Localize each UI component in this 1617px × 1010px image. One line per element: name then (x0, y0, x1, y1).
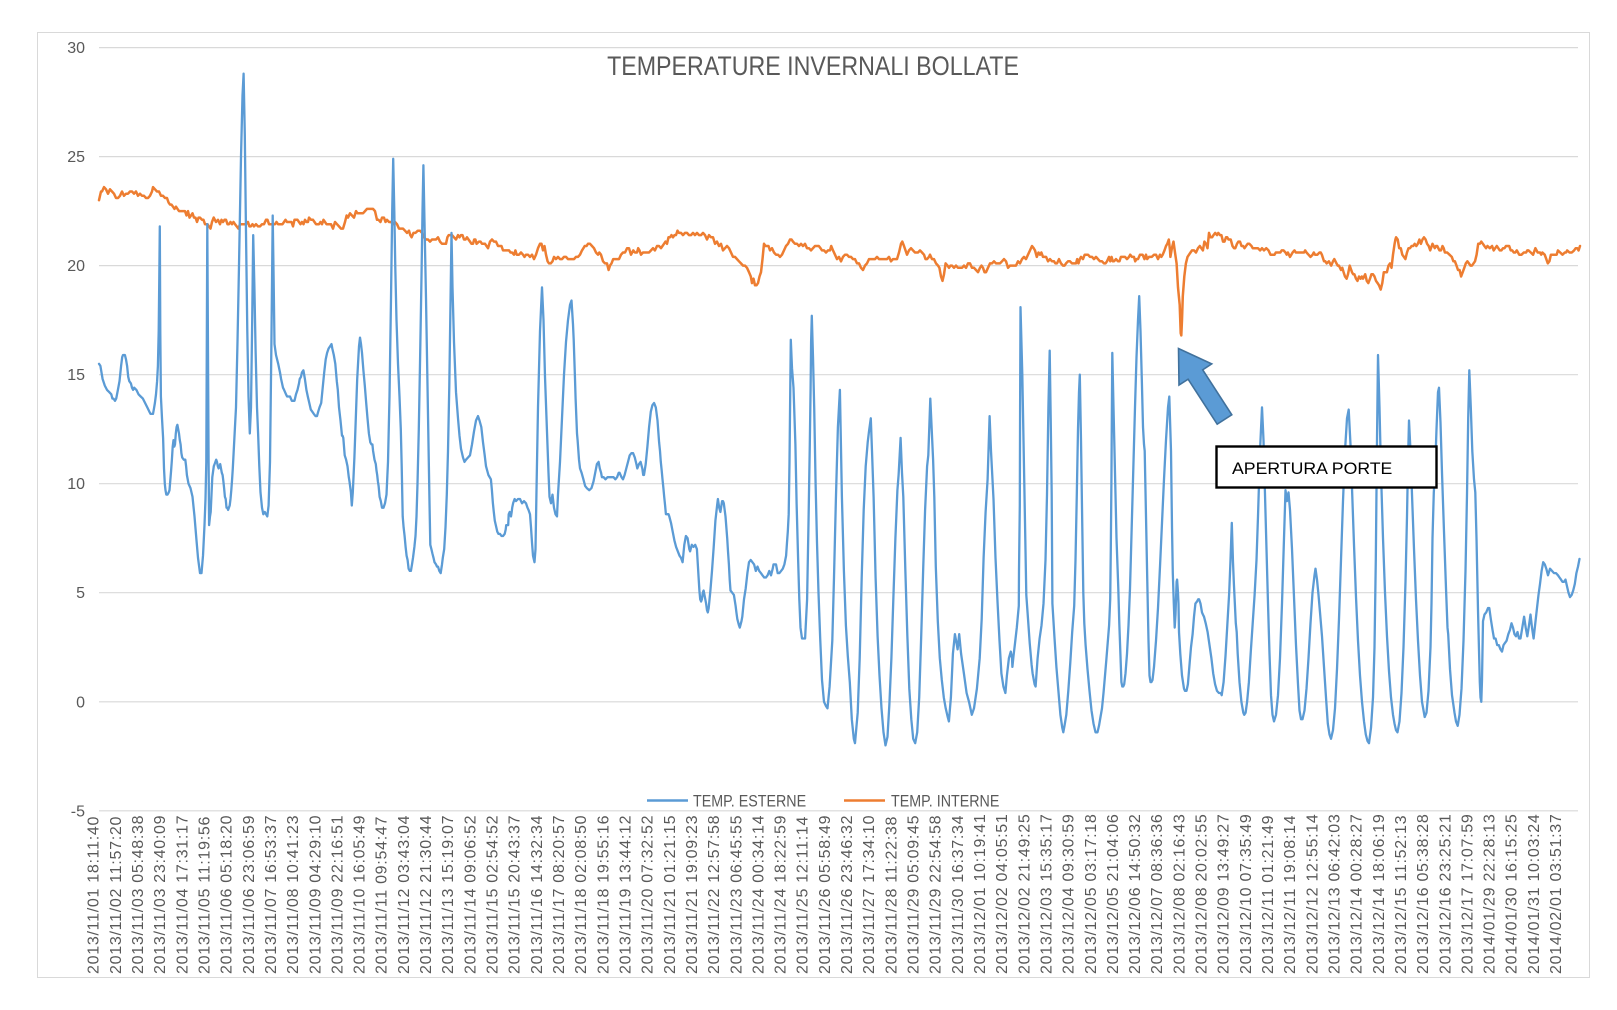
svg-text:25: 25 (67, 149, 85, 166)
svg-text:-5: -5 (71, 803, 85, 820)
svg-text:2013/12/05 03:17:18: 2013/12/05 03:17:18 (1083, 814, 1100, 975)
svg-text:2013/12/14 18:06:19: 2013/12/14 18:06:19 (1371, 814, 1388, 975)
svg-text:2013/11/30 16:37:34: 2013/11/30 16:37:34 (950, 815, 967, 974)
svg-text:2013/11/10 16:05:49: 2013/11/10 16:05:49 (352, 815, 369, 974)
svg-text:2013/11/11 09:54:47: 2013/11/11 09:54:47 (374, 816, 391, 974)
svg-text:2013/12/07 08:36:36: 2013/12/07 08:36:36 (1149, 814, 1166, 975)
svg-text:APERTURA PORTE: APERTURA PORTE (1232, 458, 1392, 478)
svg-text:2013/12/03 15:35:17: 2013/12/03 15:35:17 (1039, 814, 1056, 975)
svg-text:2013/11/04 17:31:17: 2013/11/04 17:31:17 (174, 815, 191, 974)
svg-text:2013/11/18 02:08:50: 2013/11/18 02:08:50 (573, 815, 590, 974)
svg-text:2013/11/05 11:19:56: 2013/11/05 11:19:56 (197, 816, 214, 974)
svg-text:2013/11/15 02:54:52: 2013/11/15 02:54:52 (485, 815, 502, 974)
svg-text:2013/12/09 13:49:27: 2013/12/09 13:49:27 (1216, 814, 1233, 975)
svg-text:15: 15 (67, 367, 85, 384)
svg-text:2013/12/02 21:49:25: 2013/12/02 21:49:25 (1016, 814, 1033, 975)
svg-text:2013/11/24 18:22:59: 2013/11/24 18:22:59 (773, 815, 790, 974)
svg-text:2013/12/17 17:07:59: 2013/12/17 17:07:59 (1459, 814, 1476, 975)
svg-text:2013/11/29 22:54:58: 2013/11/29 22:54:58 (928, 815, 945, 974)
svg-text:2014/01/31 10:03:24: 2014/01/31 10:03:24 (1526, 814, 1543, 975)
svg-text:2013/11/09 04:29:10: 2013/11/09 04:29:10 (307, 815, 324, 974)
svg-text:2013/11/08 10:41:23: 2013/11/08 10:41:23 (285, 815, 302, 974)
svg-text:2013/11/28 11:22:38: 2013/11/28 11:22:38 (883, 816, 900, 974)
svg-text:2013/12/13 06:42:03: 2013/12/13 06:42:03 (1327, 814, 1344, 975)
svg-text:2014/01/30 16:15:25: 2014/01/30 16:15:25 (1504, 814, 1521, 975)
svg-text:2014/02/01 03:51:37: 2014/02/01 03:51:37 (1548, 814, 1565, 975)
svg-text:TEMP. ESTERNE: TEMP. ESTERNE (693, 792, 806, 810)
svg-text:2013/11/20 07:32:52: 2013/11/20 07:32:52 (640, 815, 657, 974)
svg-text:2013/11/21 19:09:23: 2013/11/21 19:09:23 (684, 815, 701, 974)
svg-text:TEMP. INTERNE: TEMP. INTERNE (891, 792, 999, 810)
svg-text:2013/11/17 08:20:57: 2013/11/17 08:20:57 (551, 815, 568, 974)
svg-text:2013/11/15 20:43:37: 2013/11/15 20:43:37 (507, 815, 524, 974)
svg-text:2013/11/12 03:43:04: 2013/11/12 03:43:04 (396, 815, 413, 974)
svg-text:0: 0 (76, 694, 85, 711)
svg-text:2013/11/22 12:57:58: 2013/11/22 12:57:58 (706, 815, 723, 974)
svg-text:2014/01/29 22:28:13: 2014/01/29 22:28:13 (1482, 814, 1499, 975)
svg-text:20: 20 (67, 258, 85, 275)
svg-text:2013/11/18 19:55:16: 2013/11/18 19:55:16 (595, 815, 612, 974)
svg-text:2013/11/02 11:57:20: 2013/11/02 11:57:20 (108, 816, 125, 974)
svg-text:2013/11/06 23:06:59: 2013/11/06 23:06:59 (241, 815, 258, 974)
svg-text:TEMPERATURE INVERNALI BOLLATE: TEMPERATURE INVERNALI BOLLATE (607, 51, 1019, 81)
svg-text:2013/11/19 13:44:12: 2013/11/19 13:44:12 (618, 815, 635, 974)
svg-text:2013/11/21 01:21:15: 2013/11/21 01:21:15 (662, 815, 679, 974)
svg-text:2013/11/29 05:09:45: 2013/11/29 05:09:45 (906, 815, 923, 974)
svg-text:2013/11/03 23:40:09: 2013/11/03 23:40:09 (152, 815, 169, 974)
svg-text:2013/11/16 14:32:34: 2013/11/16 14:32:34 (529, 815, 546, 974)
svg-text:30: 30 (67, 40, 85, 57)
svg-text:2013/11/07 16:53:37: 2013/11/07 16:53:37 (263, 815, 280, 974)
svg-text:2013/12/08 20:02:55: 2013/12/08 20:02:55 (1194, 814, 1211, 975)
svg-text:2013/11/13 15:19:07: 2013/11/13 15:19:07 (440, 815, 457, 974)
svg-text:2013/11/27 17:34:10: 2013/11/27 17:34:10 (861, 815, 878, 974)
svg-text:2013/12/14 00:28:27: 2013/12/14 00:28:27 (1349, 814, 1366, 975)
svg-text:2013/11/26 23:46:32: 2013/11/26 23:46:32 (839, 815, 856, 974)
svg-text:2013/11/24 00:34:14: 2013/11/24 00:34:14 (750, 815, 767, 974)
svg-text:2013/12/02 04:05:51: 2013/12/02 04:05:51 (994, 814, 1011, 975)
svg-text:2013/11/09 22:16:51: 2013/11/09 22:16:51 (329, 815, 346, 974)
svg-text:2013/12/06 14:50:32: 2013/12/06 14:50:32 (1127, 814, 1144, 975)
svg-text:2013/12/11 19:08:14: 2013/12/11 19:08:14 (1282, 815, 1299, 974)
svg-text:2013/11/23 06:45:55: 2013/11/23 06:45:55 (728, 815, 745, 974)
svg-text:2013/11/14 09:06:52: 2013/11/14 09:06:52 (462, 815, 479, 974)
svg-text:2013/12/08 02:16:43: 2013/12/08 02:16:43 (1171, 814, 1188, 975)
svg-text:2013/12/10 07:35:49: 2013/12/10 07:35:49 (1238, 814, 1255, 975)
svg-text:2013/12/04 09:30:59: 2013/12/04 09:30:59 (1061, 814, 1078, 975)
svg-text:10: 10 (67, 476, 85, 493)
svg-text:2013/11/12 21:30:44: 2013/11/12 21:30:44 (418, 815, 435, 974)
svg-text:2013/12/12 12:55:14: 2013/12/12 12:55:14 (1304, 814, 1321, 975)
svg-text:2013/12/01 10:19:41: 2013/12/01 10:19:41 (972, 814, 989, 975)
svg-text:2013/11/01 18:11:40: 2013/11/01 18:11:40 (86, 816, 103, 974)
svg-text:2013/12/11 01:21:49: 2013/12/11 01:21:49 (1260, 815, 1277, 974)
svg-text:5: 5 (76, 585, 85, 602)
svg-text:2013/11/06 05:18:20: 2013/11/06 05:18:20 (219, 815, 236, 974)
svg-text:2013/12/16 05:38:28: 2013/12/16 05:38:28 (1415, 814, 1432, 975)
svg-text:2013/12/15 11:52:13: 2013/12/15 11:52:13 (1393, 815, 1410, 974)
svg-text:2013/11/25 12:11:14: 2013/11/25 12:11:14 (795, 816, 812, 974)
svg-text:2013/11/03 05:48:38: 2013/11/03 05:48:38 (130, 815, 147, 974)
svg-text:2013/12/05 21:04:06: 2013/12/05 21:04:06 (1105, 814, 1122, 975)
svg-text:2013/12/16 23:25:21: 2013/12/16 23:25:21 (1437, 814, 1454, 975)
svg-text:2013/11/26 05:58:49: 2013/11/26 05:58:49 (817, 815, 834, 974)
